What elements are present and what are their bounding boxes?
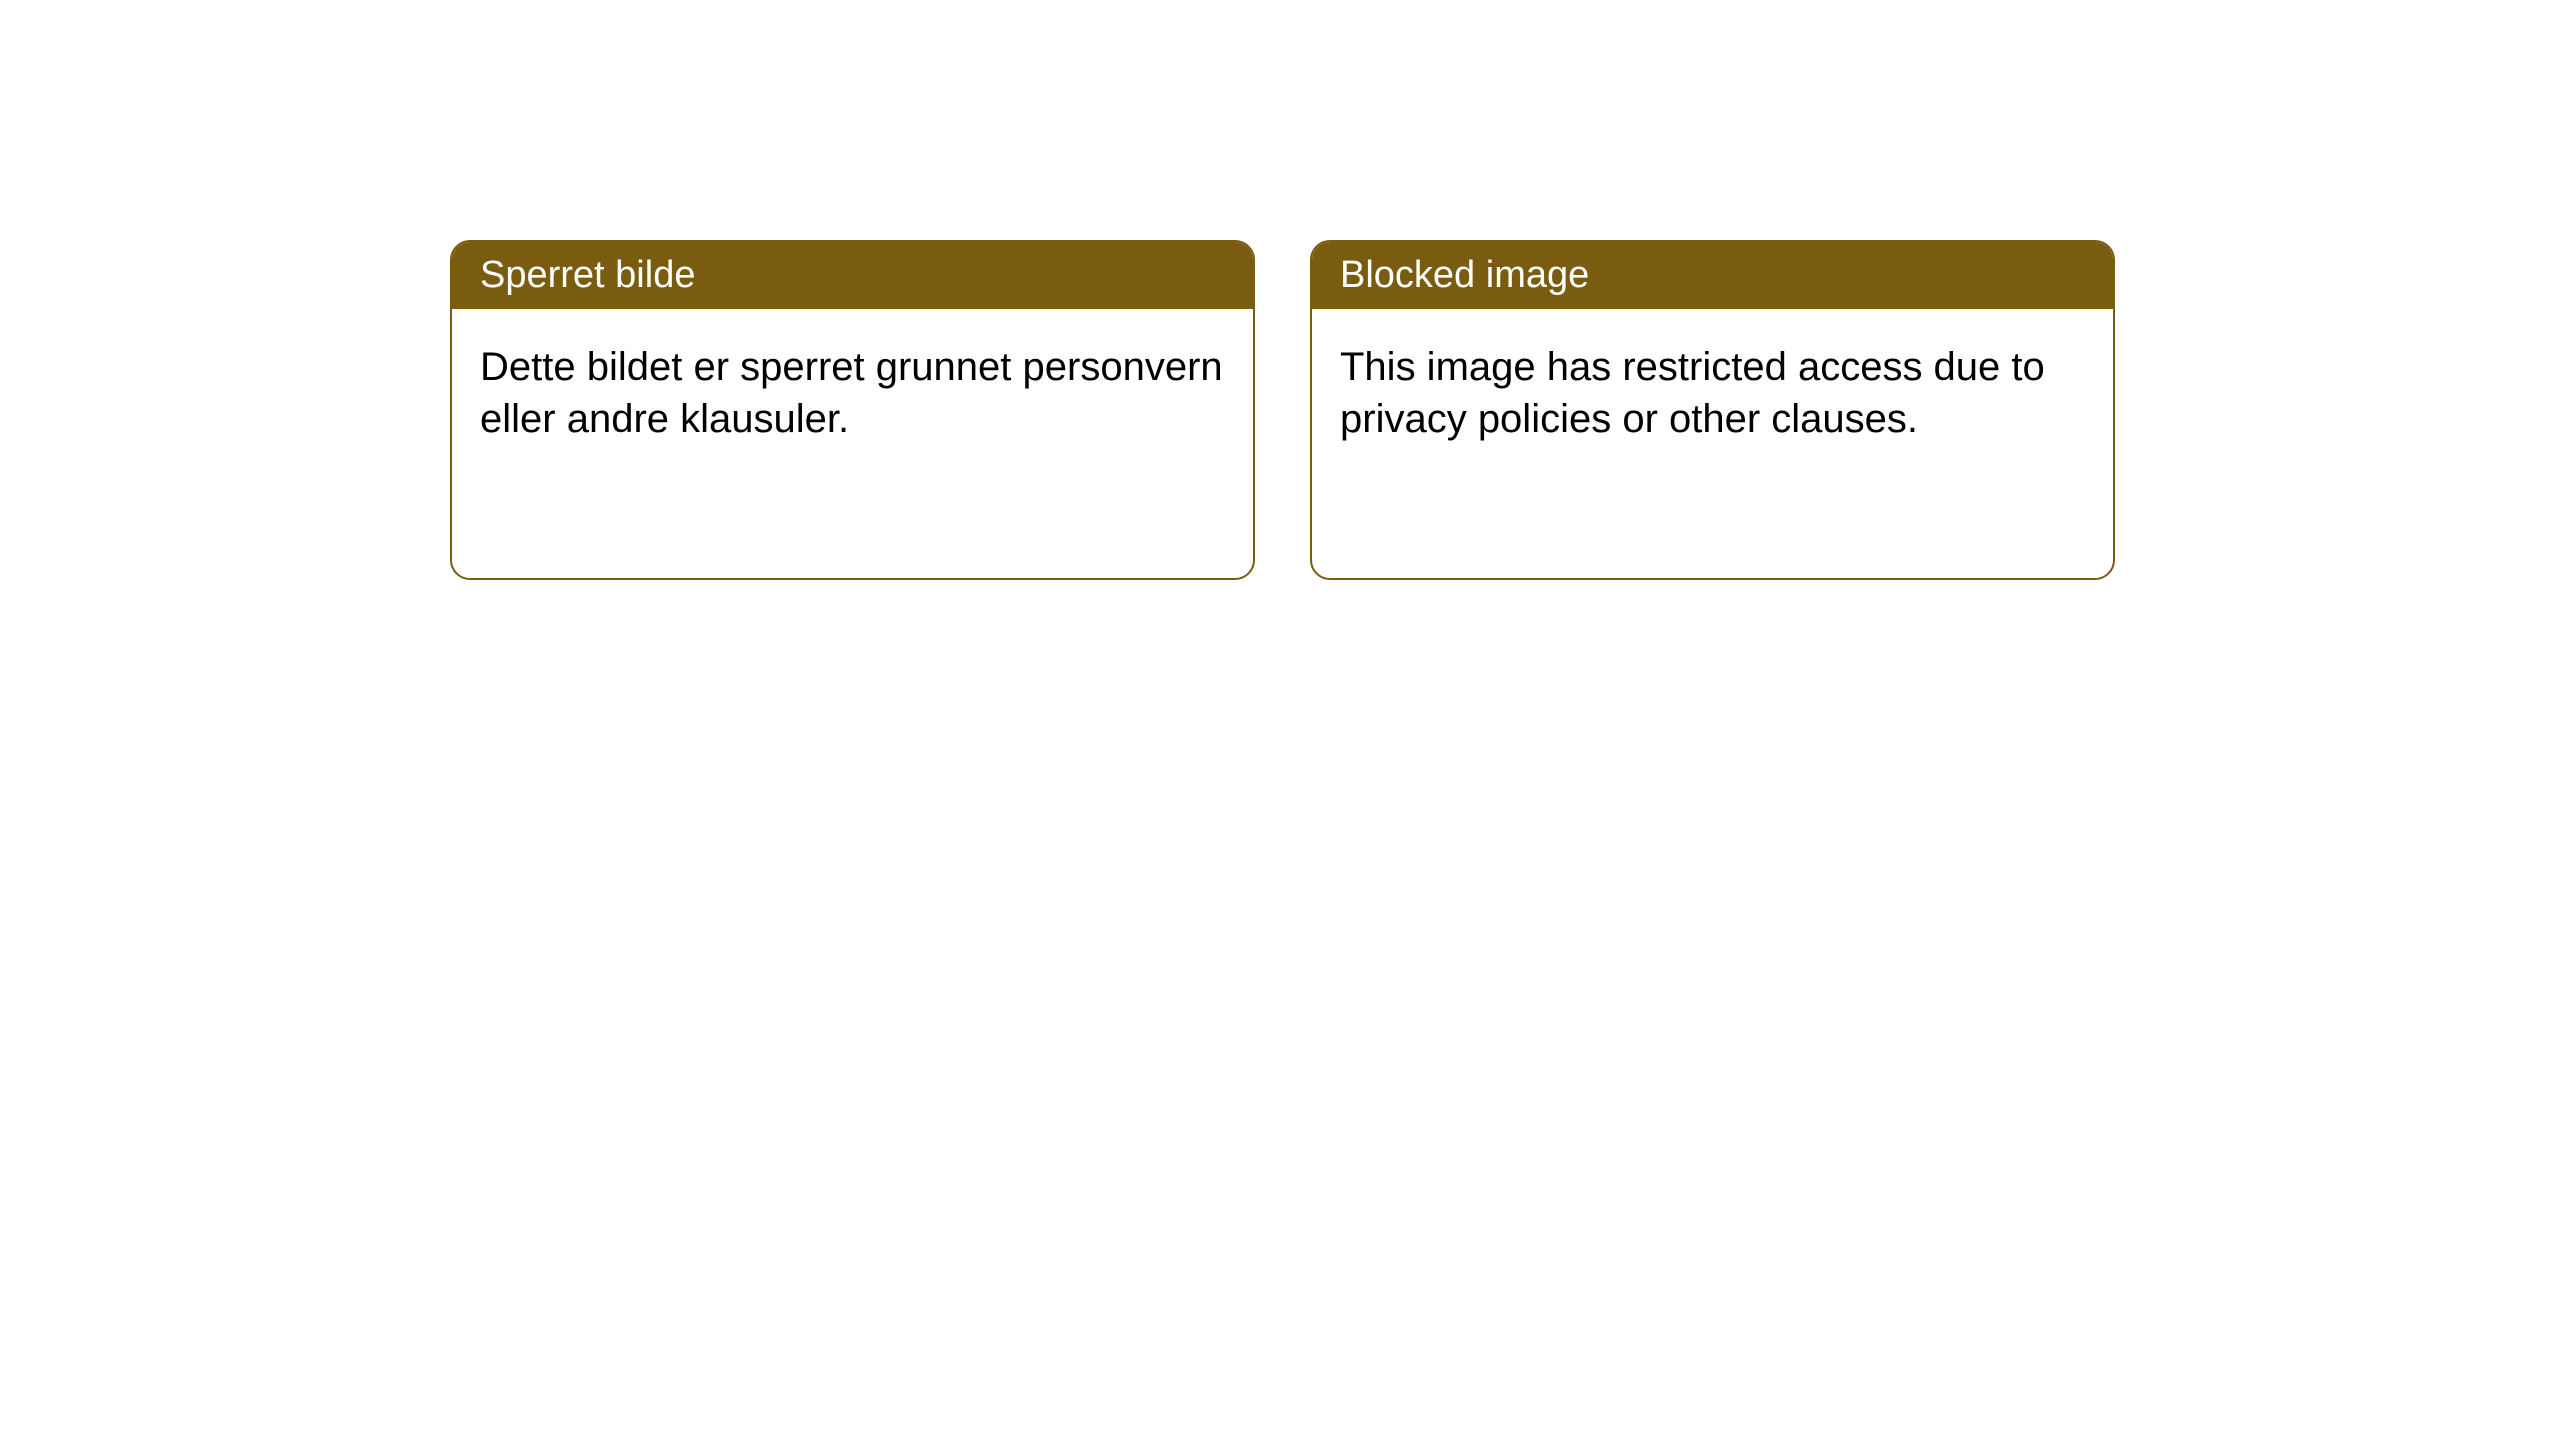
notice-title: Sperret bilde: [452, 242, 1253, 309]
blocked-image-notices: Sperret bilde Dette bildet er sperret gr…: [450, 240, 2115, 580]
notice-body: Dette bildet er sperret grunnet personve…: [452, 309, 1253, 578]
notice-body: This image has restricted access due to …: [1312, 309, 2113, 578]
notice-card-norwegian: Sperret bilde Dette bildet er sperret gr…: [450, 240, 1255, 580]
notice-title: Blocked image: [1312, 242, 2113, 309]
notice-card-english: Blocked image This image has restricted …: [1310, 240, 2115, 580]
